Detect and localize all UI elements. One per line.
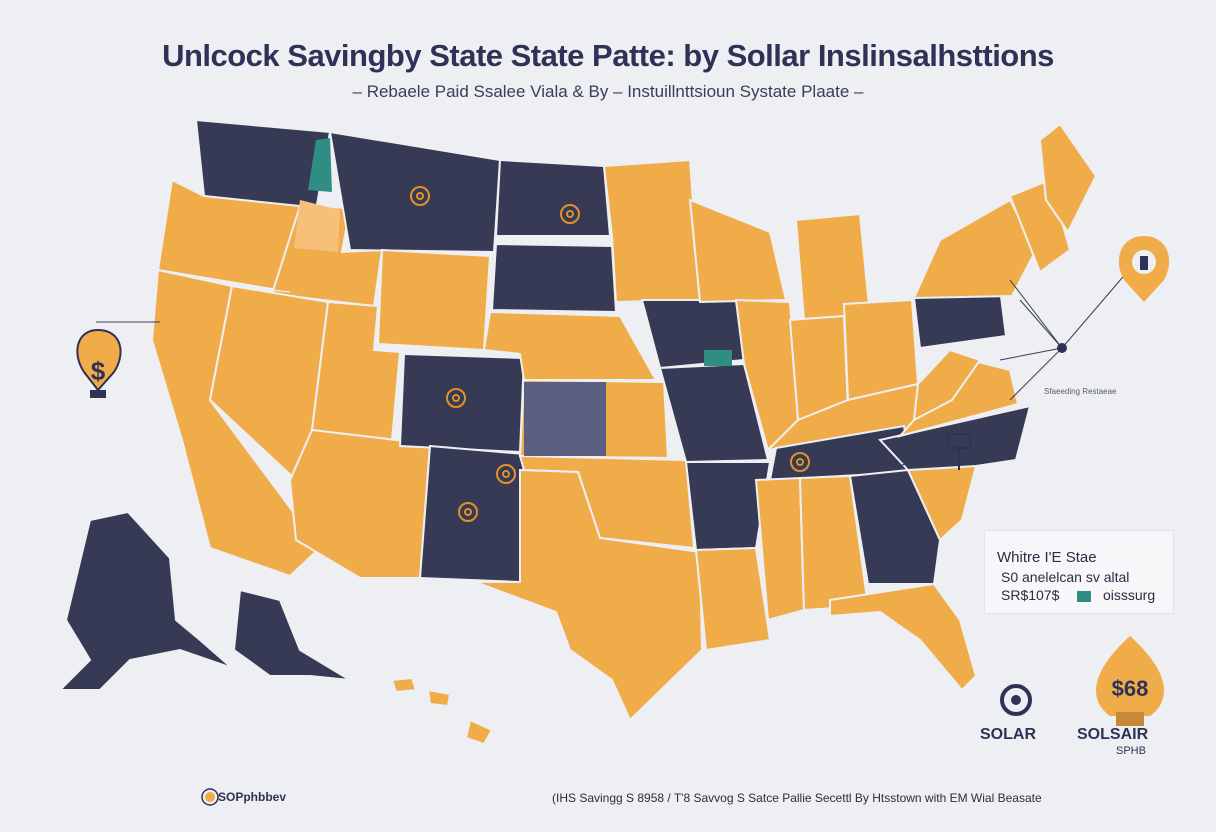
sun-icon <box>790 452 810 472</box>
state-georgia[interactable] <box>848 468 942 585</box>
state-wisconsin[interactable] <box>688 198 788 304</box>
dollar-badge-left[interactable]: $ <box>76 328 122 398</box>
location-pin-badge[interactable] <box>1118 236 1170 302</box>
accent-teal-marker <box>704 350 732 366</box>
sun-icon <box>410 186 430 206</box>
sun-icon <box>446 388 466 408</box>
state-maine[interactable] <box>1038 122 1098 234</box>
dollar-icon: $ <box>91 356 106 386</box>
state-wyoming[interactable] <box>376 248 492 352</box>
state-alaska[interactable] <box>57 510 351 691</box>
state-new-york[interactable] <box>912 198 1038 300</box>
accent-teal-region <box>308 138 332 192</box>
state-montana[interactable] <box>328 130 502 254</box>
page-subtitle: – Rebaele Paid Ssalee Viala & By – Instu… <box>352 82 864 101</box>
footer-brand: SOPphbbev <box>206 790 286 804</box>
legend-line-4: oisssurg <box>1103 587 1156 603</box>
state-south-dakota[interactable] <box>490 242 618 314</box>
legend-line-3: SR$107$ <box>1001 587 1060 603</box>
page-title: Unlcock Savingby State State Patte: by S… <box>162 38 1054 73</box>
solar-savings-badge[interactable] <box>1096 636 1164 726</box>
bulb-icon <box>1140 256 1148 270</box>
state-borders <box>231 235 611 293</box>
accent-slate-region <box>524 382 606 456</box>
state-west-virginia[interactable] <box>912 348 982 422</box>
state-north-dakota[interactable] <box>494 158 612 237</box>
footer-brand-label: SOPphbbev <box>218 790 287 804</box>
callout-label: Sfaeeding Restaeae <box>1044 387 1117 396</box>
callout-hub <box>1057 343 1067 353</box>
legend-line-2: S0 anelelcan sv altal <box>1001 569 1130 585</box>
savings-amount: $68 <box>1111 676 1149 701</box>
state-louisiana[interactable] <box>694 546 772 652</box>
state-florida[interactable] <box>829 582 978 692</box>
sun-icon <box>560 204 580 224</box>
solar-panel-icon <box>947 433 971 470</box>
sun-icon <box>496 464 516 484</box>
accent-light-region <box>294 200 340 252</box>
solar-logo-icon <box>1000 684 1032 716</box>
brand-solar-right: SOLSAIR <box>1077 726 1149 743</box>
brand-sun-icon <box>201 788 219 806</box>
legend-teal-swatch <box>1077 591 1091 602</box>
state-texas[interactable] <box>461 468 704 722</box>
brand-solar-right-sub: SPHB <box>1116 745 1146 757</box>
legend-box: Whitre I'E Stae S0 anelelcan sv altal SR… <box>984 530 1174 614</box>
legend-line-1: Whitre I'E Stae <box>997 549 1097 566</box>
state-new-mexico[interactable] <box>418 444 526 584</box>
footer-text: (IHS Savingg S 8958 / T'8 Savvog S Satce… <box>552 791 1042 805</box>
state-minnesota[interactable] <box>602 158 702 304</box>
state-hawaii[interactable] <box>390 676 494 746</box>
sun-icon <box>458 502 478 522</box>
state-colorado[interactable] <box>398 352 526 454</box>
sun-icons <box>410 186 810 522</box>
brand-solar-left: SOLAR <box>980 726 1036 743</box>
state-ohio[interactable] <box>842 298 920 402</box>
